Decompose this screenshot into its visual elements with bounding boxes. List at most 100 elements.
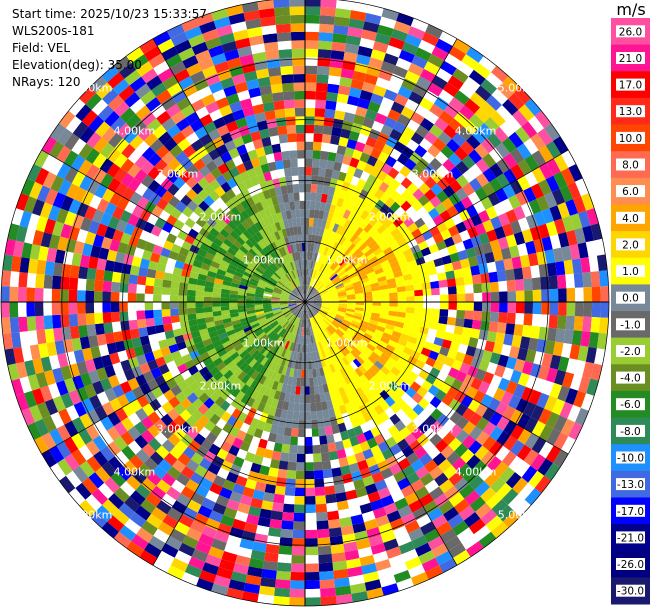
gate-cell: [297, 149, 305, 159]
gate-cell: [322, 211, 329, 221]
gate-cell: [404, 158, 417, 171]
gate-cell: [392, 160, 405, 173]
gate-cell: [390, 101, 405, 114]
gate-cell: [411, 164, 424, 177]
gate-cell: [309, 251, 313, 261]
gate-cell: [225, 404, 236, 416]
gate-cell: [525, 240, 537, 255]
gate-cell: [333, 318, 342, 325]
gate-cell: [248, 558, 264, 569]
gate-cell: [389, 201, 401, 213]
gate-cell: [421, 282, 431, 290]
gate-cell: [486, 331, 497, 343]
gate-cell: [278, 134, 289, 144]
gate-cell: [259, 365, 267, 376]
gate-cell: [448, 294, 458, 302]
gate-cell: [431, 75, 448, 90]
gate-cell: [405, 205, 417, 217]
gate-cell: [157, 521, 175, 536]
gate-cell: [437, 458, 452, 473]
gate-cell: [404, 520, 420, 534]
gate-cell: [335, 282, 344, 289]
gate-cell: [175, 440, 189, 453]
gate-cell: [278, 328, 286, 337]
gate-cell: [326, 194, 334, 205]
range-label: 5.00km: [71, 509, 113, 522]
gate-cell: [349, 399, 359, 410]
gate-cell: [298, 326, 301, 336]
gate-cell: [370, 243, 381, 253]
gate-cell: [468, 518, 486, 535]
gate-cell: [313, 334, 318, 343]
gate-cell: [346, 294, 356, 298]
gate-cell: [330, 543, 345, 554]
gate-cell: [136, 284, 146, 294]
gate-cell: [239, 494, 253, 506]
gate-cell: [425, 565, 443, 580]
gate-cell: [292, 529, 305, 539]
gate-cell: [156, 479, 171, 494]
gate-cell: [119, 292, 128, 302]
gate-cell: [521, 202, 534, 218]
gate-cell: [124, 496, 141, 512]
gate-cell: [153, 309, 163, 318]
gate-cell: [302, 302, 305, 311]
gate-cell: [380, 530, 396, 543]
gate-cell: [319, 15, 335, 25]
gate-cell: [321, 299, 331, 302]
gate-cell: [336, 256, 345, 265]
gate-cell: [185, 479, 200, 493]
gate-cell: [174, 550, 192, 565]
gate-cell: [329, 178, 338, 188]
gate-cell: [505, 472, 522, 489]
gate-cell: [328, 324, 337, 332]
gate-cell: [438, 500, 454, 515]
gate-cell: [243, 414, 254, 426]
gate-cell: [135, 484, 151, 499]
gate-cell: [136, 293, 145, 302]
gate-cell: [324, 425, 334, 436]
gate-cell: [119, 302, 128, 312]
gate-cell: [364, 579, 382, 592]
gate-cell: [405, 290, 415, 297]
gate-cell: [560, 167, 575, 186]
gate-cell: [328, 450, 339, 461]
gate-cell: [346, 308, 355, 313]
gate-cell: [203, 302, 213, 308]
gate-cell: [289, 333, 295, 343]
gate-cell: [404, 279, 414, 287]
gate-cell: [1, 270, 12, 287]
gate-cell: [320, 443, 329, 454]
gate-cell: [447, 75, 464, 91]
gate-cell: [308, 318, 312, 327]
gate-cell: [388, 287, 398, 294]
gate-cell: [319, 289, 328, 295]
gate-cell: [455, 160, 470, 175]
gate-cell: [582, 225, 595, 243]
gate-cell: [453, 498, 470, 514]
gate-cell: [355, 486, 368, 498]
gate-cell: [314, 116, 325, 126]
gate-cell: [314, 281, 321, 289]
gate-cell: [349, 582, 367, 594]
gate-cell: [288, 323, 294, 333]
gate-cell: [326, 314, 335, 321]
gate-cell: [401, 268, 411, 276]
gate-cell: [383, 502, 398, 515]
gate-cell: [318, 350, 324, 360]
gate-cell: [289, 368, 295, 378]
gate-cell: [489, 311, 499, 323]
gate-cell: [332, 252, 340, 261]
gate-cell: [306, 276, 309, 286]
gate-cell: [26, 272, 37, 288]
gate-cell: [287, 332, 293, 342]
gate-cell: [364, 302, 373, 306]
gate-cell: [357, 45, 373, 58]
gate-cell: [394, 321, 405, 329]
gate-cell: [378, 214, 389, 225]
gate-cell: [356, 328, 366, 336]
gate-cell: [264, 552, 279, 563]
gate-cell: [346, 201, 355, 212]
gate-cell: [359, 125, 372, 137]
gate-cell: [364, 73, 379, 86]
